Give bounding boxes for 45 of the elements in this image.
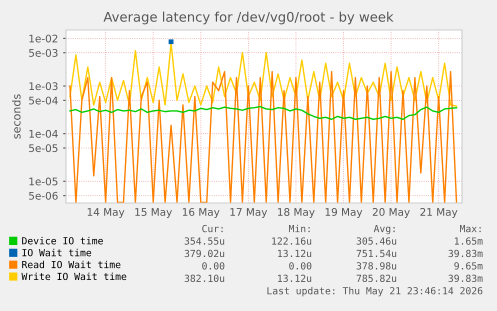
text: Min: [288,224,310,232]
x-tick-label: 17 May [230,208,268,218]
text: 785.82u [356,274,396,282]
text: 39.83m [448,274,483,282]
text: 354.55u [184,237,224,245]
y-tick-label: 1e-03 [29,82,58,90]
text: 122.16u [272,237,312,245]
text: 378.98u [356,262,396,270]
y-axis-title: seconds [12,94,21,139]
y-tick-label: 5e-06 [29,192,58,200]
text: 305.46u [356,237,396,245]
text: 13.12u [278,274,312,282]
x-tick-label: 19 May [326,208,362,218]
x-tick-label: 20 May [372,208,410,218]
text: Cur: [202,224,223,232]
y-tick-label: 1e-05 [29,178,58,186]
y-tick-label: 5e-04 [29,96,58,104]
text: Avg: [374,224,395,234]
legend-label: Device IO time [22,236,103,244]
legend-label: Read IO Wait time [22,260,120,268]
x-tick-label: 14 May [88,208,124,218]
legend-label: IO Wait time [22,248,92,256]
text: Last update: Thu May 21 23:46:14 2026 [267,286,482,296]
text: 9.65m [454,262,483,270]
text: 39.83m [448,250,483,258]
line-series [69,70,458,203]
text: 751.54u [356,250,396,258]
y-tick-label: 1e-02 [29,34,58,42]
legend-label: Write IO Wait time [22,272,126,280]
y-tick-label: 1e-04 [29,130,58,138]
text: 382.10u [184,274,224,282]
x-tick-label: 16 May [182,208,220,218]
text: 0.00 [202,262,224,270]
text: Max: [460,225,481,232]
y-tick-label: 5e-05 [29,144,58,152]
y-tick-label: 5e-03 [29,48,58,57]
x-tick-label: 15 May [135,208,172,218]
x-tick-label: 18 May [278,208,315,218]
text: 13.12u [278,250,312,258]
text: 0.00 [289,262,312,270]
text: 379.02u [184,250,224,258]
x-tick-label: 21 May [420,208,458,218]
chart-title: Average latency for /dev/vg0/root - by week [103,12,394,24]
text: 1.65m [454,237,483,245]
line-series [69,106,458,120]
